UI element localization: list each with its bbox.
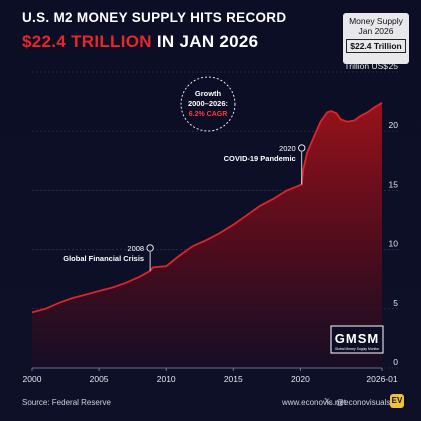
gmsm-logo: GMSM Global Money Supply Monitor	[330, 325, 384, 354]
growth-line2: 2000–2026:	[188, 99, 228, 108]
x-tick-label: 2026-01	[366, 374, 397, 384]
y-tick-label: 5	[393, 298, 398, 308]
annotation-year: 2020	[279, 144, 296, 153]
chart-title-rest: IN JAN 2026	[151, 32, 259, 51]
badge-label: Money Supply	[349, 16, 403, 26]
x-tick-label: 2000	[23, 374, 42, 384]
social-handle[interactable]: @econovisuals	[336, 398, 391, 407]
y-tick-label: 20	[389, 120, 399, 130]
growth-line1: Growth	[195, 89, 222, 98]
y-axis-label: Trillion US$	[344, 61, 388, 71]
growth-callout: Growth 2000–2026: 6.2% CAGR	[180, 76, 236, 132]
chart-title-line2: $22.4 TRILLION IN JAN 2026	[22, 32, 258, 52]
annotation-label: Global Financial Crisis	[63, 254, 144, 263]
annotation-label: COVID-19 Pandemic	[224, 154, 296, 163]
x-tick-label: 2015	[224, 374, 243, 384]
logo-sub: Global Money Supply Monitor	[335, 347, 380, 351]
website-link[interactable]: www.econovis.net	[282, 398, 347, 407]
x-tick-label: 2005	[90, 374, 109, 384]
annotation-year: 2008	[127, 244, 144, 253]
y-tick-label: 10	[389, 239, 399, 249]
badge-value: $22.4 Trillion	[346, 39, 406, 53]
y-tick-label: 25	[389, 61, 399, 71]
x-tick-label: 2020	[291, 374, 310, 384]
x-tick-label: 2010	[157, 374, 176, 384]
growth-cagr: 6.2% CAGR	[189, 111, 228, 118]
annotation-marker	[298, 144, 306, 152]
series-area	[32, 102, 382, 369]
series-line	[31, 102, 383, 314]
money-supply-badge: Money Supply Jan 2026 $22.4 Trillion	[343, 13, 409, 64]
source-note: Source: Federal Reserve	[22, 398, 111, 407]
brand-logo: EV	[390, 394, 404, 408]
logo-main: GMSM	[335, 331, 379, 346]
badge-date: Jan 2026	[358, 26, 394, 36]
annotation-marker	[146, 244, 154, 252]
x-icon: 𝕏	[324, 397, 331, 406]
chart-title-highlight: $22.4 TRILLION	[22, 32, 152, 51]
y-tick-label: 15	[389, 179, 399, 189]
y-tick-label: 0	[393, 357, 398, 367]
chart-title-line1: U.S. M2 MONEY SUPPLY HITS RECORD	[22, 10, 287, 25]
